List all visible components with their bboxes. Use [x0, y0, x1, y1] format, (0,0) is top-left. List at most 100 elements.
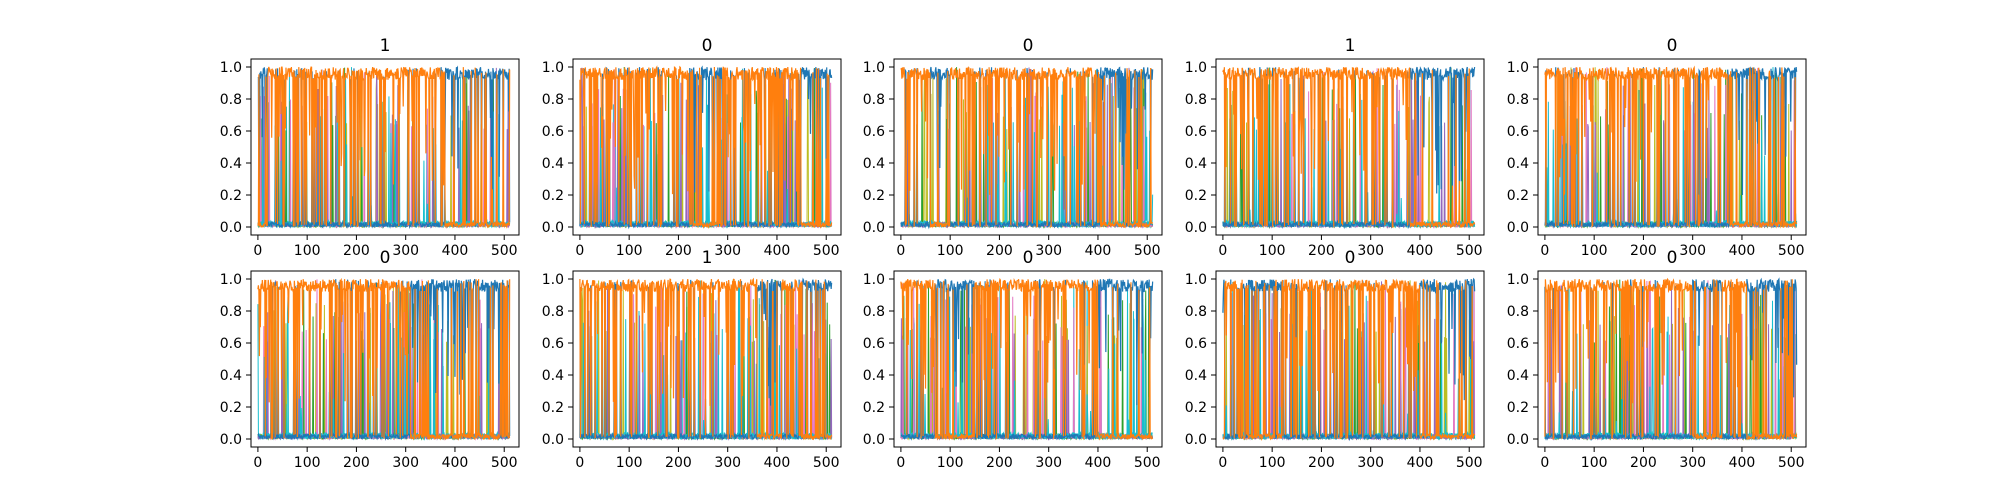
y-tick-label: 0.0	[1185, 432, 1207, 448]
series-line	[579, 65, 833, 230]
x-tick-label: 100	[1259, 243, 1286, 259]
y-tick-label: 0.6	[1185, 124, 1207, 140]
x-tick-label: 400	[1407, 455, 1434, 471]
x-tick-label: 300	[1679, 243, 1706, 259]
series-line	[900, 65, 1154, 229]
x-tick-label: 0	[575, 455, 584, 471]
x-tick-label: 500	[1134, 455, 1161, 471]
x-tick-label: 300	[1679, 455, 1706, 471]
y-tick-label: 0.0	[1507, 432, 1529, 448]
y-tick-label: 0.6	[542, 336, 564, 352]
series-line	[1544, 277, 1798, 441]
x-tick-label: 400	[764, 455, 791, 471]
x-tick-label: 100	[1259, 455, 1286, 471]
series-line	[579, 65, 833, 229]
y-tick-label: 0.4	[220, 368, 242, 384]
y-tick-label: 0.8	[1185, 304, 1207, 320]
axes-frame	[572, 58, 842, 236]
x-tick-label: 100	[1581, 243, 1608, 259]
y-tick-label: 0.0	[863, 220, 885, 236]
y-tick-label: 0.2	[863, 400, 885, 416]
y-tick-label: 0.2	[542, 188, 564, 204]
series-line	[579, 277, 833, 441]
x-tick-label: 300	[1035, 243, 1062, 259]
y-tick-label: 0.2	[220, 188, 242, 204]
x-tick-label: 500	[491, 243, 518, 259]
y-tick-label: 0.6	[1507, 336, 1529, 352]
plot-area	[1544, 65, 1798, 229]
y-tick-label: 0.0	[1507, 220, 1529, 236]
y-tick-label: 0.2	[1185, 188, 1207, 204]
x-tick-label: 500	[491, 455, 518, 471]
y-tick-label: 1.0	[1185, 60, 1207, 76]
series-line	[257, 66, 511, 229]
y-tick-label: 0.4	[542, 156, 564, 172]
y-tick-label: 0.8	[220, 304, 242, 320]
x-tick-label: 400	[442, 243, 469, 259]
x-tick-label: 500	[1778, 455, 1805, 471]
x-tick-label: 200	[665, 243, 692, 259]
x-tick-label: 400	[1729, 243, 1756, 259]
y-tick-label: 0.2	[1185, 400, 1207, 416]
y-tick-label: 0.6	[1185, 336, 1207, 352]
y-tick-label: 0.8	[1507, 304, 1529, 320]
y-tick-label: 0.0	[542, 220, 564, 236]
plot-area	[1544, 277, 1798, 442]
x-tick-label: 500	[1778, 243, 1805, 259]
x-tick-label: 400	[764, 243, 791, 259]
subplot-title: 1	[702, 248, 713, 268]
axes-frame	[1215, 58, 1485, 236]
x-tick-label: 200	[1308, 243, 1335, 259]
plot-area	[1222, 66, 1476, 230]
x-tick-label: 0	[1218, 455, 1227, 471]
y-tick-label: 0.4	[863, 368, 885, 384]
y-tick-label: 1.0	[542, 60, 564, 76]
x-tick-label: 300	[392, 243, 419, 259]
subplot-title: 1	[380, 36, 391, 56]
subplot-title: 0	[1023, 36, 1034, 56]
x-tick-label: 200	[1630, 243, 1657, 259]
x-tick-label: 0	[575, 243, 584, 259]
x-tick-label: 200	[343, 455, 370, 471]
x-tick-label: 100	[616, 455, 643, 471]
y-tick-label: 0.4	[542, 368, 564, 384]
axes-frame	[893, 270, 1163, 448]
series-line	[1544, 65, 1798, 229]
subplot: 0 100 200 300 400 500 0.0 0.2 0.4 0.6 0.8 1.0 0	[542, 36, 842, 259]
y-tick-label: 0.8	[1185, 92, 1207, 108]
y-tick-label: 1.0	[863, 272, 885, 288]
x-tick-label: 400	[1407, 243, 1434, 259]
x-tick-label: 200	[986, 455, 1013, 471]
subplot: 0 100 200 300 400 500 0.0 0.2 0.4 0.6 0.8 1.0 0	[1185, 248, 1485, 471]
x-tick-label: 100	[1581, 455, 1608, 471]
y-tick-label: 0.8	[1507, 92, 1529, 108]
plot-area	[579, 65, 833, 230]
x-tick-label: 300	[1035, 455, 1062, 471]
subplot-title: 0	[1023, 248, 1034, 268]
y-tick-label: 0.0	[863, 432, 885, 448]
x-tick-label: 200	[343, 243, 370, 259]
x-tick-label: 0	[253, 455, 262, 471]
y-tick-label: 0.4	[1185, 368, 1207, 384]
x-tick-label: 300	[714, 455, 741, 471]
y-tick-label: 0.4	[863, 156, 885, 172]
axes-frame	[893, 58, 1163, 236]
plot-area	[257, 65, 511, 230]
x-tick-label: 0	[896, 455, 905, 471]
x-tick-label: 200	[1308, 455, 1335, 471]
y-tick-label: 1.0	[863, 60, 885, 76]
y-tick-label: 0.2	[1507, 188, 1529, 204]
axes-frame	[1537, 270, 1807, 448]
subplot: 0 100 200 300 400 500 0.0 0.2 0.4 0.6 0.8 1.0 0	[863, 248, 1163, 471]
x-tick-label: 300	[714, 243, 741, 259]
x-tick-label: 200	[986, 243, 1013, 259]
x-tick-label: 400	[1085, 455, 1112, 471]
subplot-title: 1	[1345, 36, 1356, 56]
x-tick-label: 0	[1540, 455, 1549, 471]
y-tick-label: 1.0	[1185, 272, 1207, 288]
x-tick-label: 400	[442, 455, 469, 471]
x-tick-label: 400	[1085, 243, 1112, 259]
y-tick-label: 1.0	[1507, 60, 1529, 76]
x-tick-label: 300	[1357, 455, 1384, 471]
